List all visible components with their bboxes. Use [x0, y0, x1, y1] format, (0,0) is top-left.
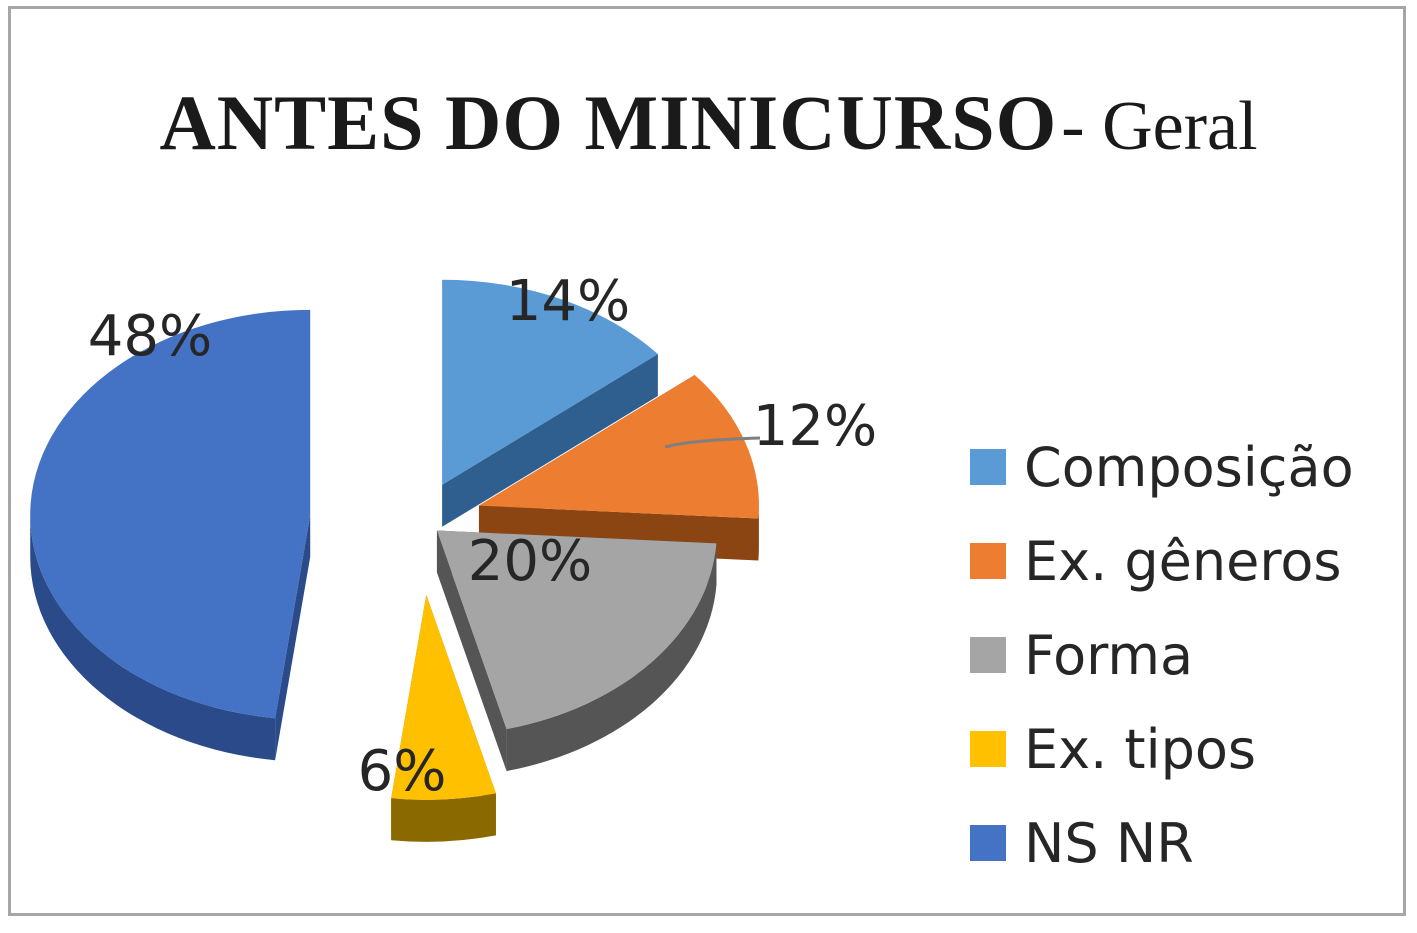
legend-item-ex-tipos: Ex. tipos — [970, 702, 1354, 796]
pie-slice-ex-tipos — [391, 594, 496, 842]
chart-title: ANTES DO MINICURSO - Geral — [0, 78, 1417, 168]
pie-data-labels: 14% 12% 20% 6% 48% — [88, 269, 877, 804]
legend-label: Ex. gêneros — [1024, 529, 1342, 593]
legend-label: Forma — [1024, 623, 1194, 687]
leader-line-ex-generos — [664, 436, 761, 449]
chart-subtitle: - Geral — [1061, 88, 1258, 165]
legend-item-composicao: Composição — [970, 420, 1354, 514]
legend-item-ex-generos: Ex. gêneros — [970, 514, 1354, 608]
pie-slice-top — [436, 530, 717, 730]
pie-slices — [30, 279, 759, 842]
legend-label: NS NR — [1024, 811, 1194, 875]
data-label-ns-nr: 48% — [88, 304, 212, 369]
pie-slice-side — [758, 505, 759, 561]
legend-item-forma: Forma — [970, 608, 1354, 702]
pie-slice-top — [30, 309, 311, 719]
pie-slice-forma — [436, 530, 717, 772]
data-label-ex-tipos: 6% — [358, 739, 447, 804]
pie-slice-top — [442, 279, 658, 485]
pie-slice-side — [30, 514, 276, 761]
legend-swatch — [970, 543, 1006, 579]
chart-legend: Composição Ex. gêneros Forma Ex. tipos N… — [970, 420, 1354, 890]
pie-slice-side — [391, 793, 496, 842]
pie-slice-side — [506, 543, 717, 772]
chart-title-main: ANTES DO MINICURSO — [159, 79, 1058, 166]
data-label-forma: 20% — [468, 529, 592, 594]
legend-label: Ex. tipos — [1024, 717, 1257, 781]
pie-slice-composicao — [442, 279, 658, 527]
pie-slice-ns-nr — [30, 309, 311, 761]
legend-swatch — [970, 825, 1006, 861]
pie-slice-top — [391, 594, 496, 800]
pie-slice-wall — [275, 514, 311, 761]
legend-label: Composição — [1024, 435, 1354, 499]
legend-swatch — [970, 637, 1006, 673]
pie-slice-wall — [442, 354, 658, 527]
pie-slice-wall — [436, 530, 507, 772]
data-label-composicao: 14% — [506, 269, 630, 334]
legend-swatch — [970, 449, 1006, 485]
legend-item-ns-nr: NS NR — [970, 796, 1354, 890]
data-label-ex-generos: 12% — [753, 394, 877, 459]
pie-slice-top — [478, 374, 759, 519]
legend-swatch — [970, 731, 1006, 767]
